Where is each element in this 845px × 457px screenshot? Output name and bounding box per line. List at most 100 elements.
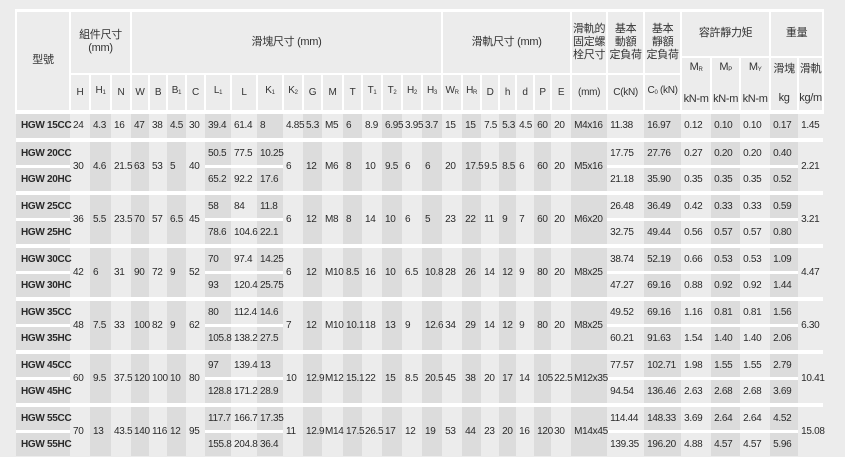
cell-kg_block: 1.09 — [770, 243, 799, 272]
symbol: H — [95, 85, 103, 96]
cell-L: 166.7 — [231, 402, 258, 431]
cell-L: 120.4 — [231, 270, 258, 299]
cell-H: 42 — [70, 243, 90, 299]
header-col-H1: H1 — [89, 72, 112, 113]
cell-L1: 105.8 — [205, 323, 232, 352]
table-row: HGW 20HC 65.2 92.2 17.6 21.18 35.90 0.35 0.35 0.… — [16, 164, 823, 193]
table-row: HGW 55CC 70 13 43.5 140 116 12 95 117.7 166.7 17.3… — [16, 402, 825, 456]
cell-MY: 0.33 — [740, 190, 771, 219]
symbol: B — [154, 86, 162, 98]
cell-HR: 17.5 — [462, 137, 484, 193]
cell-K1: 28.9 — [257, 376, 283, 405]
cell-H2: 6 — [402, 190, 422, 246]
symbol: T — [387, 85, 394, 96]
symbol: D — [486, 86, 494, 98]
cell-K1: 8 — [257, 109, 283, 140]
header-weight: 重量 — [769, 9, 825, 58]
cell-Cdyn: 11.38 — [607, 109, 645, 140]
header-col-T2: T2 — [381, 72, 403, 113]
cell-MP: 2.68 — [711, 376, 741, 405]
cell-L: 204.8 — [231, 429, 258, 456]
cell-W: 90 — [131, 243, 149, 299]
cell-E: 30 — [551, 402, 572, 456]
cell-T1: 16 — [362, 243, 382, 299]
symbol: M — [689, 61, 699, 73]
cell-H: 36 — [70, 190, 90, 246]
cell-MR: 0.27 — [681, 137, 712, 166]
cell-W: 120 — [131, 349, 150, 405]
table-row: HGW 35CC 48 7.5 33 100 82 9 62 80 112.4 14.6 7 12 M10… — [16, 296, 824, 352]
cell-MR: 0.88 — [681, 270, 712, 299]
cell-Cdyn: 114.44 — [607, 402, 645, 431]
cell-H2: 12 — [402, 402, 422, 456]
cell-K1: 14.25 — [257, 243, 284, 272]
header-dynamic-load: 基本 動額 定負荷 — [606, 9, 646, 75]
header-assembly-unit: (mm) — [88, 42, 113, 55]
model-cell: HGW 25HC — [16, 217, 72, 246]
symbol: L — [241, 86, 247, 98]
subscript: R — [454, 90, 459, 96]
cell-MP: 0.35 — [711, 164, 741, 193]
symbol: B — [171, 85, 179, 96]
cell-bolt: M8x25 — [571, 243, 608, 299]
cell-M: M5 — [322, 109, 343, 140]
cell-WR: 28 — [442, 243, 463, 299]
cell-h: 17 — [499, 349, 517, 405]
subscript: R — [698, 67, 703, 73]
header-col-K1: K1 — [256, 72, 284, 113]
header-static-line: 基本 — [651, 22, 674, 35]
cell-K2: 4.85 — [283, 109, 305, 140]
header-col-D: D — [480, 72, 501, 113]
cell-H3: 12.6 — [422, 296, 444, 352]
table-row: HGW 20CC 30 4.6 21.5 63 53 5 40 50.5 77.5 10.25 6 12… — [16, 137, 824, 193]
subscript: R — [473, 90, 478, 96]
cell-Cdyn: 32.75 — [607, 217, 645, 246]
cell-bolt: M4x16 — [571, 109, 608, 140]
header-bolt-line: 滑軌的 — [573, 22, 606, 35]
header-col-H: H — [69, 72, 91, 113]
header-assembly-title: 組件尺寸 — [79, 29, 122, 42]
subscript: 1 — [271, 90, 275, 96]
cell-K1: 13 — [257, 349, 283, 378]
cell-T1: 8.9 — [362, 109, 382, 140]
cell-WR: 15 — [442, 109, 463, 140]
header-block-dimensions: 滑塊尺寸 (mm) — [129, 9, 444, 75]
cell-kg_rail: 4.47 — [798, 243, 824, 299]
header-col-HR: HR — [461, 72, 483, 113]
cell-E: 20 — [551, 137, 572, 193]
cell-L1: 50.5 — [205, 137, 231, 166]
cell-H1: 7.5 — [90, 296, 111, 352]
cell-MY: 0.10 — [740, 109, 771, 140]
cell-MR: 1.98 — [681, 349, 712, 378]
cell-Cdyn: 26.48 — [607, 190, 645, 219]
cell-C0: 196.20 — [644, 429, 682, 456]
cell-Cdyn: 47.27 — [607, 270, 645, 299]
cell-B1: 6.5 — [167, 190, 186, 246]
cell-L1: 39.4 — [205, 109, 231, 140]
cell-D: 9.5 — [481, 137, 500, 193]
cell-M: M10 — [322, 296, 344, 352]
header-static-line: 定負荷 — [646, 48, 679, 61]
cell-H2: 6 — [402, 137, 422, 193]
cell-bolt: M6x20 — [571, 190, 608, 246]
cell-C0: 36.49 — [644, 190, 682, 219]
cell-G: 12.9 — [303, 349, 325, 405]
cell-B: 53 — [149, 137, 167, 193]
cell-T: 10.1 — [343, 296, 365, 352]
cell-T1: 18 — [362, 296, 382, 352]
cell-H: 60 — [70, 349, 90, 405]
symbol: H — [466, 85, 473, 96]
cell-H3: 3.7 — [422, 109, 443, 140]
header-col-M: M — [321, 72, 344, 113]
cell-G: 12 — [303, 243, 322, 299]
cell-T: 8.5 — [343, 243, 362, 299]
cell-Cdyn: 49.52 — [607, 296, 645, 325]
cell-WR: 34 — [442, 296, 463, 352]
header-col-T1: T1 — [361, 72, 383, 113]
cell-H: 48 — [70, 296, 90, 352]
cell-MP: 0.92 — [711, 270, 741, 299]
cell-K1: 22.1 — [257, 217, 283, 246]
cell-W: 70 — [131, 190, 149, 246]
header-dynamic-line: 定負荷 — [609, 48, 642, 61]
cell-B1: 9 — [167, 296, 186, 352]
